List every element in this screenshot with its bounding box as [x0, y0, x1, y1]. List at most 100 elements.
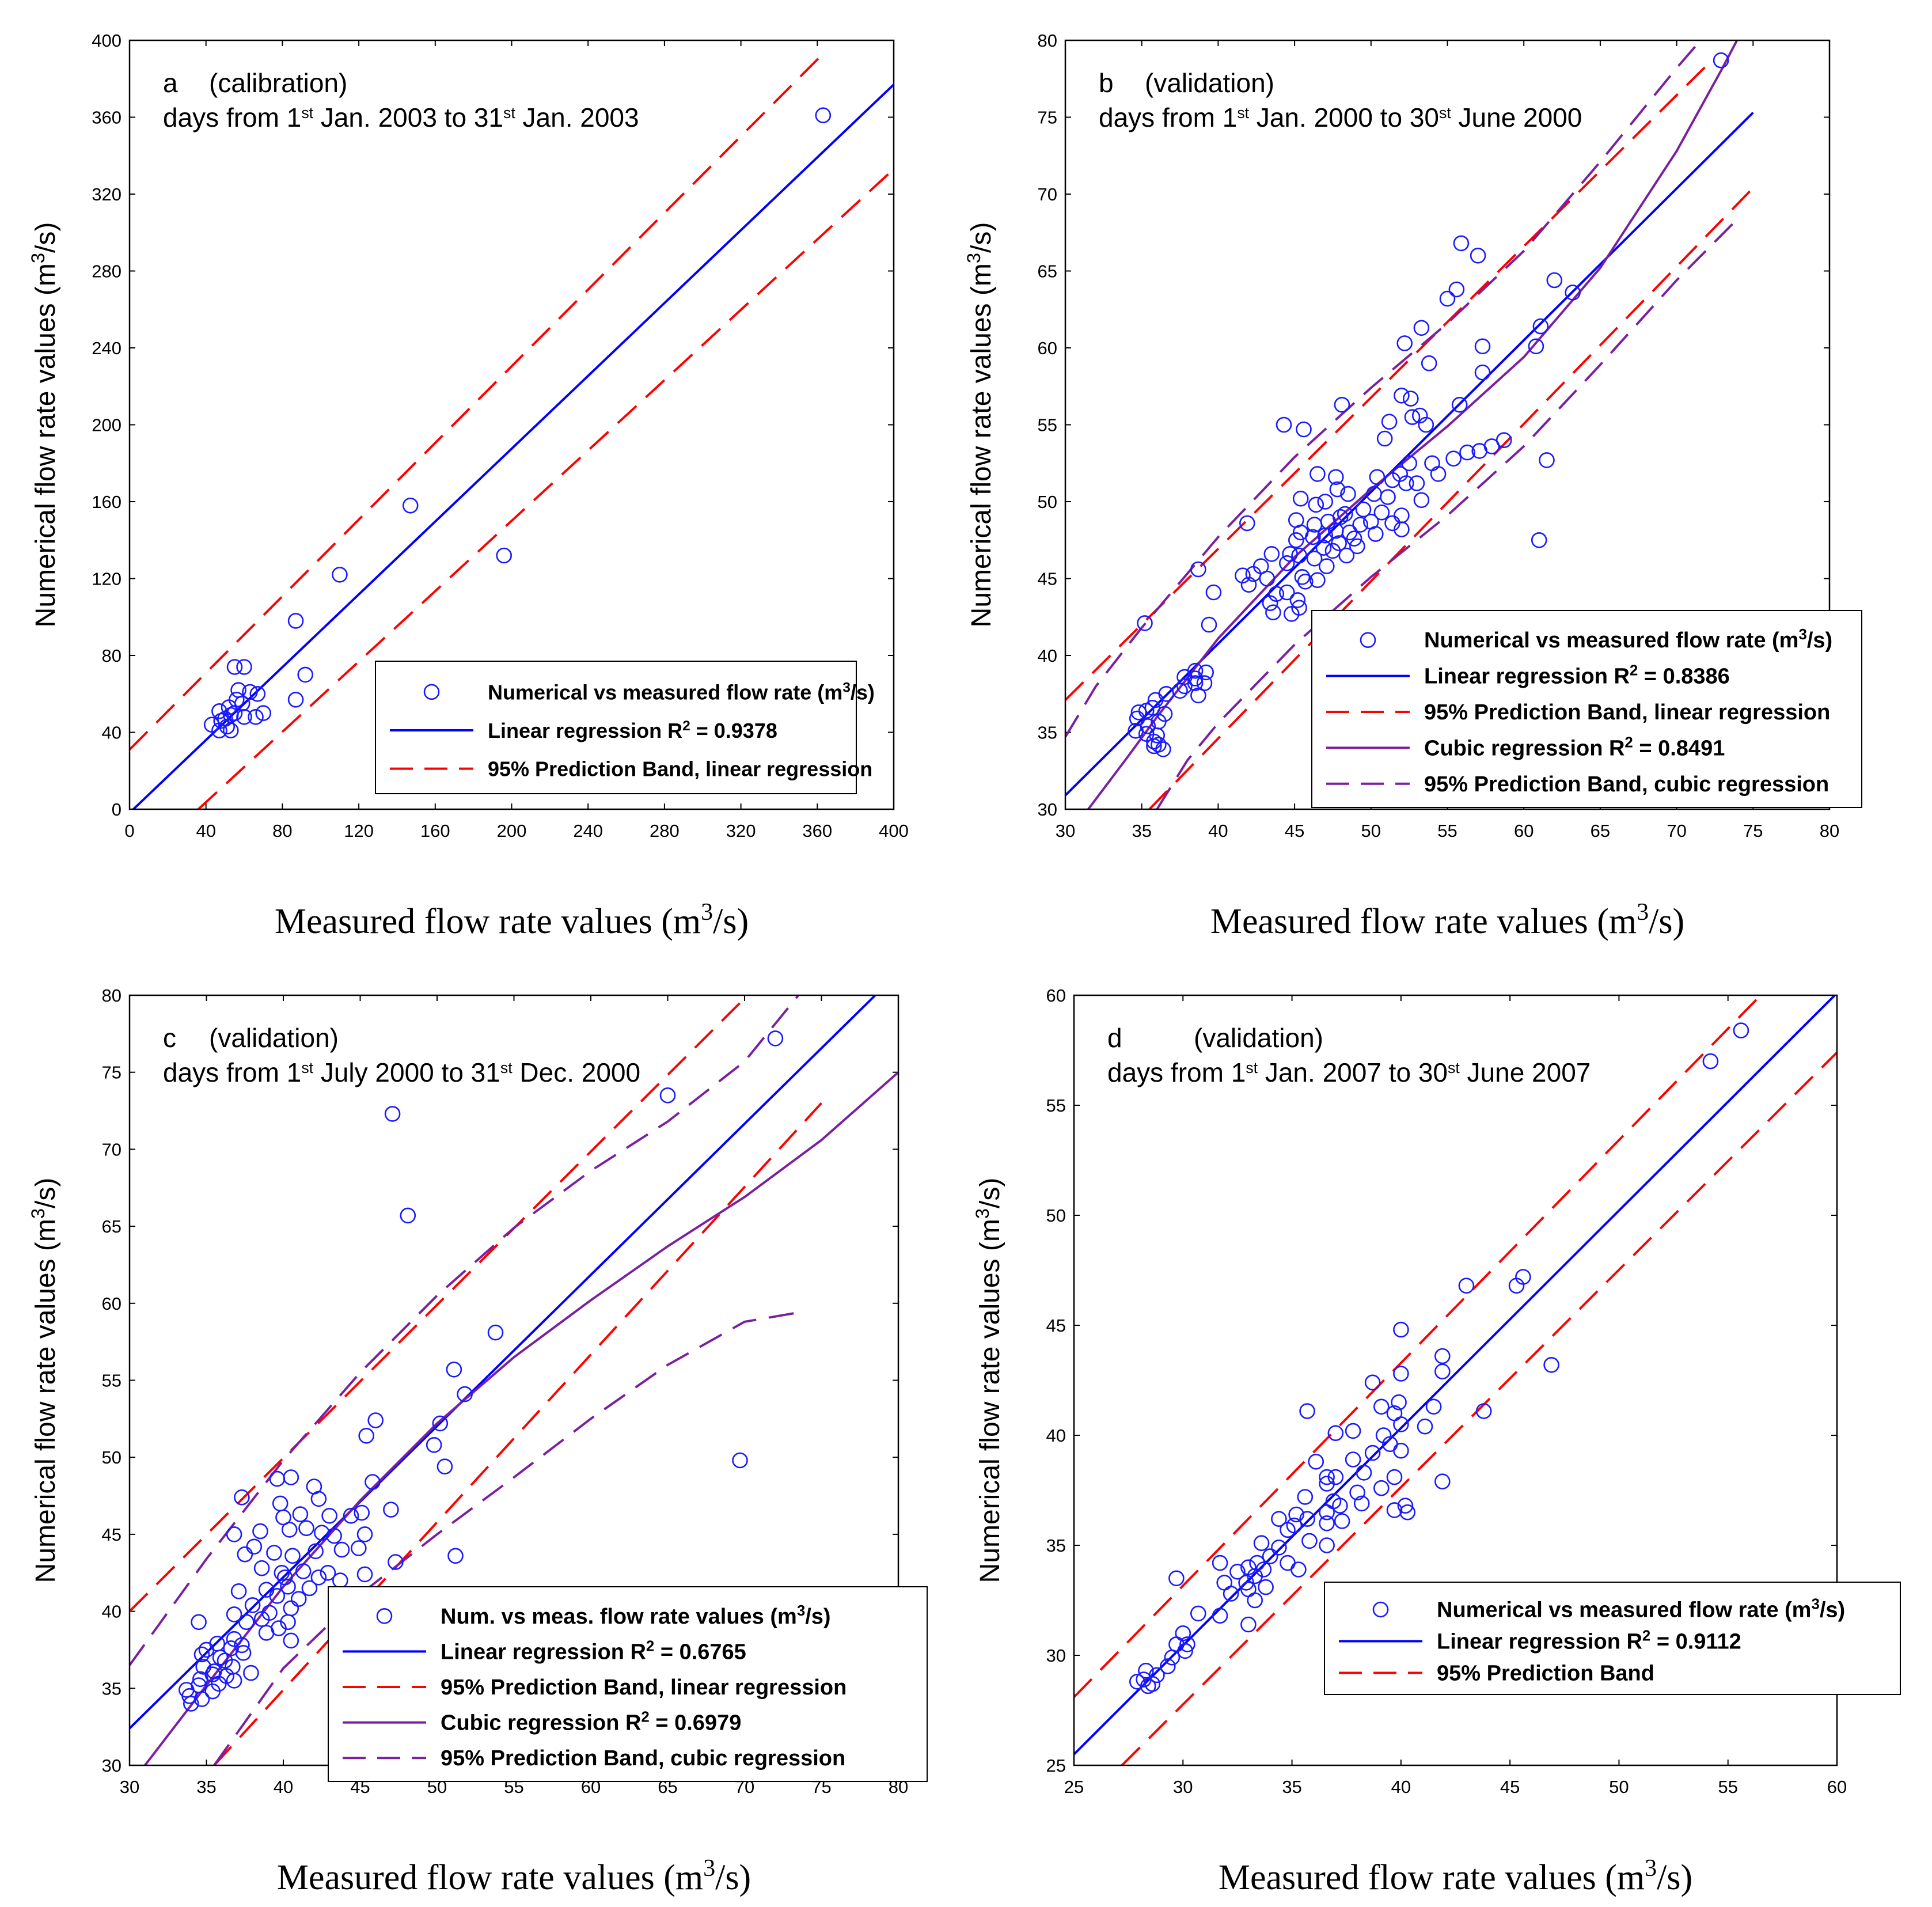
y-tick-label: 280 [92, 261, 122, 282]
data-point [1258, 1579, 1274, 1595]
data-point [1280, 1522, 1296, 1538]
y-tick-label: 80 [102, 985, 122, 1006]
x-axis-label-text: Measured flow rate values (m [1219, 1858, 1645, 1897]
panel-label: b [1099, 68, 1114, 98]
y-tick-label: 0 [112, 799, 122, 820]
data-point [487, 1324, 504, 1341]
data-point [1294, 568, 1311, 585]
x-axis-label-superscript: 3 [701, 898, 713, 926]
series-line-95-upper-linear- [130, 997, 746, 1613]
data-point [1235, 567, 1251, 584]
data-point [1128, 723, 1144, 739]
legend-entry-suffix: = 0.8386 [1638, 665, 1730, 689]
data-point [1239, 515, 1255, 532]
data-point [383, 1502, 399, 1518]
data-point [354, 1504, 370, 1521]
x-tick-label: 60 [1827, 1777, 1847, 1797]
x-tick-label: 200 [497, 821, 527, 841]
data-point [1190, 561, 1206, 578]
data-point [287, 692, 304, 708]
data-point [1445, 450, 1462, 467]
legend-entry-text: 95% Prediction Band, cubic regression [1424, 772, 1829, 797]
data-point [221, 699, 237, 715]
data-point [1137, 615, 1153, 631]
data-point [1240, 1616, 1257, 1633]
data-point [1453, 235, 1470, 252]
data-point [350, 1540, 367, 1556]
data-point [1317, 527, 1333, 544]
data-point [1319, 1515, 1335, 1531]
legend-entry: Numerical vs measured flow rate (m3/s) [1424, 627, 1832, 653]
data-point [1129, 1674, 1145, 1690]
data-point [767, 1030, 784, 1047]
y-tick-label: 30 [1046, 1646, 1066, 1666]
data-point [1340, 486, 1356, 502]
legend-entry: Cubic regression R2 = 0.6979 [441, 1709, 741, 1735]
data-point [1421, 355, 1437, 371]
legend-entry: Numerical vs measured flow rate (m3/s) [1437, 1597, 1845, 1622]
y-tick-label: 60 [1038, 338, 1057, 358]
data-point [1345, 1423, 1361, 1439]
data-point [222, 722, 239, 738]
data-point [732, 1452, 748, 1469]
data-point [1459, 444, 1475, 461]
subtitle-part: Jan. 2007 to 30 [1258, 1057, 1448, 1087]
data-point [1531, 532, 1547, 548]
x-tick-label: 45 [1285, 821, 1304, 841]
data-point [1386, 1469, 1403, 1485]
data-point [1411, 407, 1428, 424]
x-axis-label-text: Measured flow rate values (m [1210, 902, 1637, 941]
subtitle-part: Jan. 2003 [515, 103, 639, 132]
data-point [1451, 396, 1468, 413]
data-point [1398, 475, 1414, 491]
data-point [1271, 1540, 1287, 1556]
data-point [1386, 1502, 1403, 1518]
x-tick-label: 50 [1609, 1777, 1629, 1797]
data-point [1409, 475, 1425, 491]
series-line-linear-regression [130, 995, 876, 1730]
data-point [1306, 517, 1323, 533]
y-tick-label: 160 [92, 492, 122, 512]
data-point [266, 1545, 282, 1561]
data-point [1397, 1497, 1414, 1514]
data-point [1319, 1537, 1335, 1553]
data-point [1144, 1675, 1161, 1692]
data-point [219, 718, 236, 735]
series-line-linear-regression [132, 84, 894, 809]
x-tick-label: 25 [1064, 1777, 1084, 1797]
data-point [295, 1563, 312, 1579]
data-point [211, 722, 227, 738]
data-point [1373, 1398, 1390, 1415]
series-line-cubic-regression [144, 1071, 898, 1765]
data-point [198, 1641, 215, 1658]
panel-subtitle: days from 1st Jan. 2000 to 30st June 200… [1099, 103, 1582, 132]
data-point [1430, 466, 1447, 482]
data-point [226, 659, 243, 675]
legend-entry-text: Linear regression R [488, 719, 682, 742]
data-point [1369, 469, 1386, 486]
legend-entry-suffix: = 0.9378 [690, 719, 777, 742]
x-tick-label: 65 [1591, 821, 1610, 841]
y-tick-label: 40 [102, 1602, 122, 1622]
legend-entry-text: Numerical vs measured flow rate (m [1437, 1598, 1811, 1622]
data-point [1160, 1658, 1176, 1674]
x-tick-label: 40 [1391, 1777, 1411, 1797]
subtitle-sup: st [1246, 1059, 1258, 1076]
y-tick-label: 50 [1038, 492, 1057, 512]
data-point [1284, 606, 1300, 622]
x-axis-label: Measured flow rate values (m3/s) [277, 1855, 751, 1898]
x-axis-label: Measured flow rate values (m3/s) [1219, 1855, 1692, 1898]
y-tick-label: 60 [1046, 985, 1066, 1006]
data-point [1212, 1608, 1228, 1624]
legend-entry-text: Numerical vs measured flow rate (m [1424, 628, 1798, 653]
data-point [1470, 247, 1486, 264]
x-tick-label: 80 [272, 821, 292, 841]
legend-entry-superscript: 3 [1811, 1597, 1819, 1613]
y-tick-label: 45 [1046, 1315, 1066, 1336]
data-point [234, 1489, 250, 1506]
x-axis-label-suffix: /s) [1649, 902, 1684, 941]
data-point [402, 497, 419, 514]
data-point [236, 709, 252, 725]
legend-entry: Numerical vs measured flow rate (m3/s) [488, 680, 875, 704]
x-tick-label: 35 [196, 1777, 216, 1797]
